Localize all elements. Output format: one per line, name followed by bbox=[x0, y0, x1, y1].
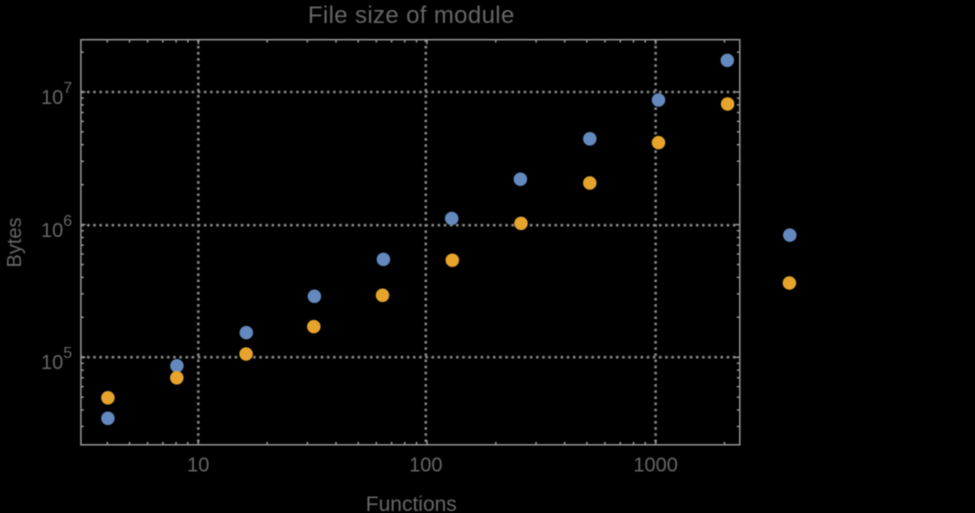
svg-text:Functions: Functions bbox=[366, 493, 457, 513]
svg-text:10: 10 bbox=[187, 455, 209, 477]
svg-text:100: 100 bbox=[409, 455, 442, 477]
svg-text:1000: 1000 bbox=[633, 455, 678, 477]
svg-text:File size of module: File size of module bbox=[308, 2, 515, 29]
svg-text:Bytes: Bytes bbox=[4, 217, 26, 267]
